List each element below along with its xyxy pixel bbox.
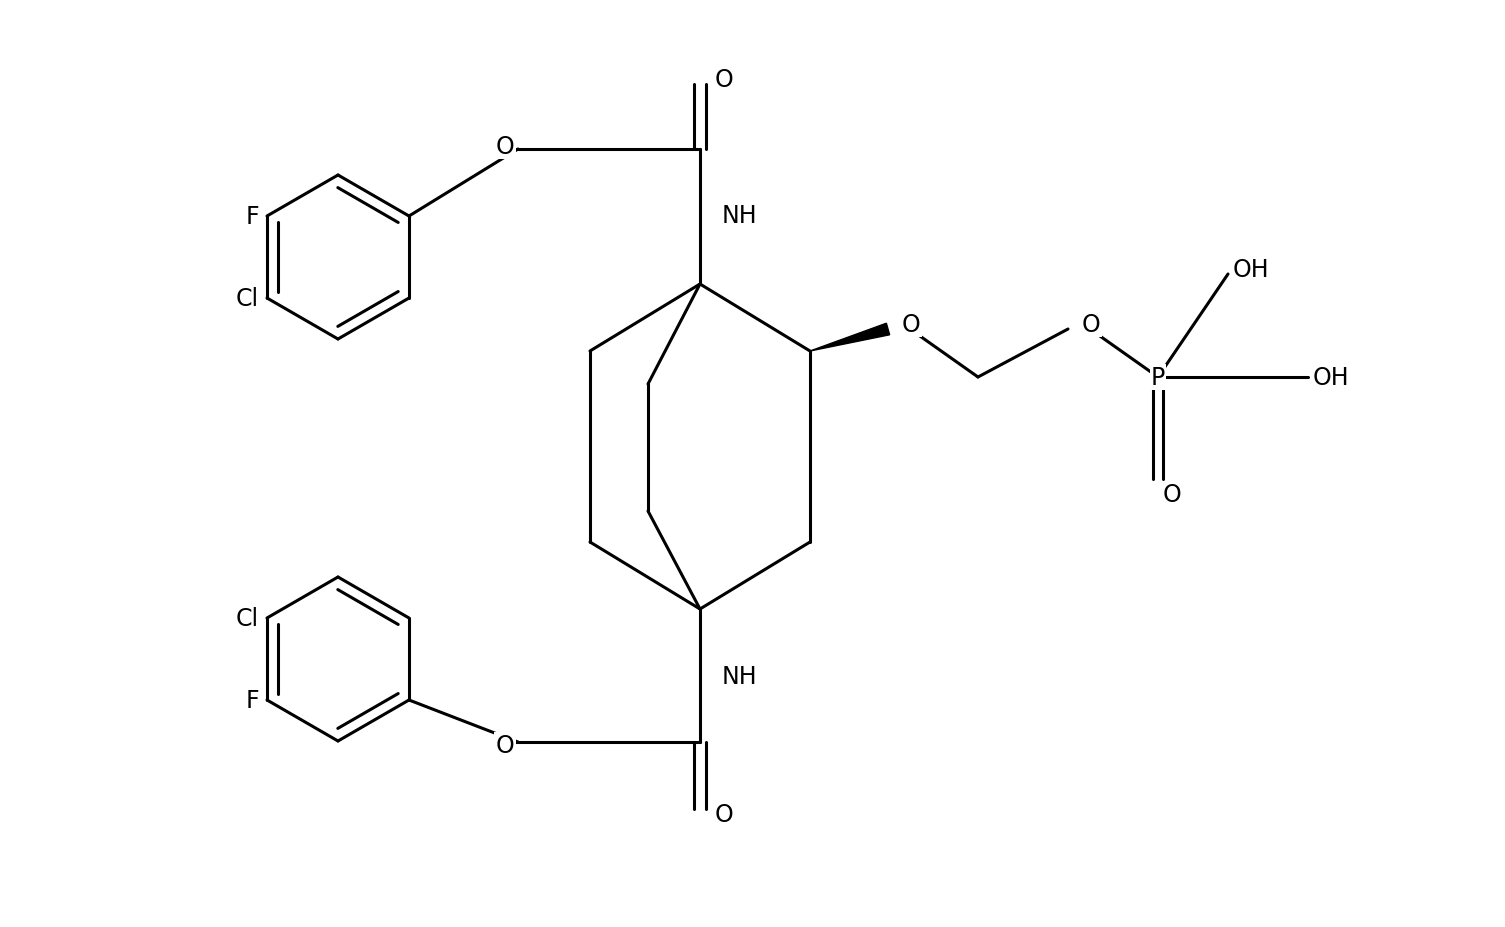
Text: Cl: Cl: [236, 286, 259, 311]
Text: P: P: [1151, 365, 1165, 389]
Text: NH: NH: [722, 665, 757, 688]
Text: O: O: [715, 68, 734, 92]
Text: Cl: Cl: [236, 606, 259, 630]
Text: OH: OH: [1233, 258, 1270, 282]
Text: F: F: [245, 688, 259, 712]
Polygon shape: [810, 324, 889, 351]
Text: O: O: [1163, 482, 1181, 506]
Text: NH: NH: [722, 204, 757, 228]
Text: O: O: [495, 733, 515, 757]
Text: O: O: [715, 802, 734, 826]
Text: OH: OH: [1312, 365, 1350, 389]
Text: F: F: [245, 205, 259, 229]
Text: O: O: [901, 312, 921, 337]
Text: O: O: [495, 134, 515, 159]
Text: O: O: [1082, 312, 1100, 337]
